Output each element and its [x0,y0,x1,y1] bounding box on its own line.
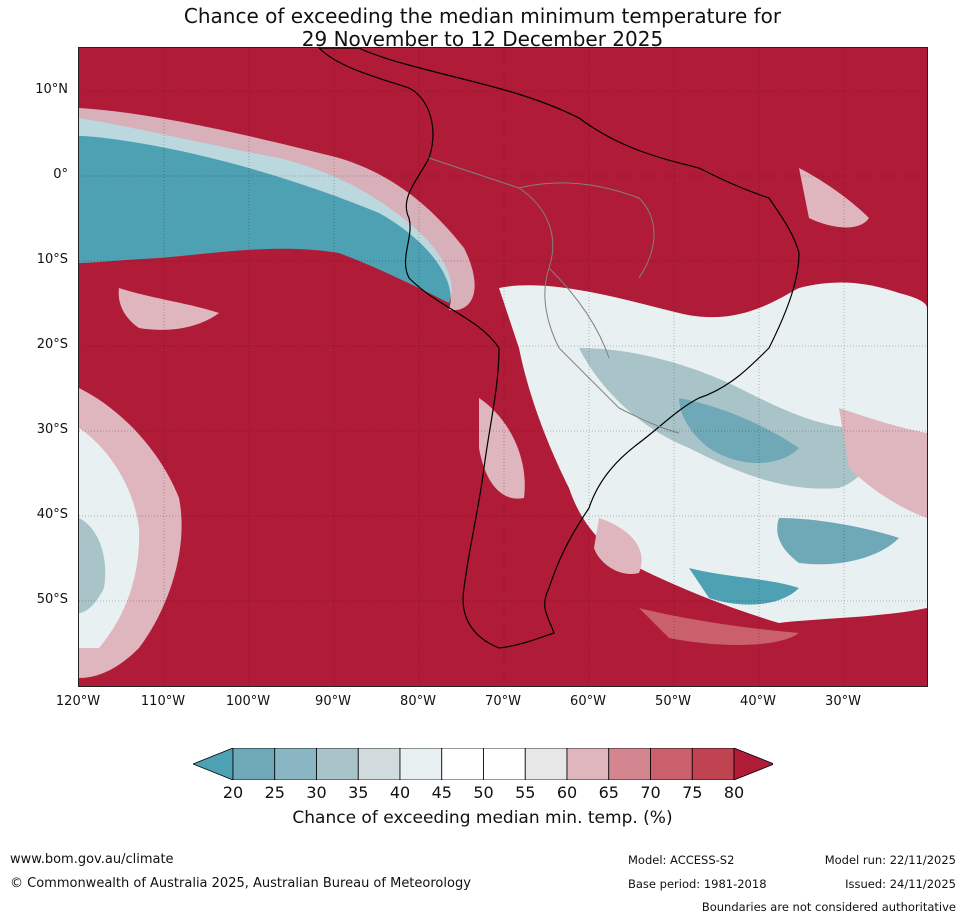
colorbar-tick-label: 65 [598,783,619,802]
copyright-text: © Commonwealth of Australia 2025, Austra… [10,876,471,891]
colorbar-swatch [608,747,651,781]
southeast-cooler-region [679,398,799,463]
lon-label-30w: 30°W [825,694,861,709]
pacific-warm-patch [118,288,219,330]
colorbar-swatch [691,747,735,781]
colorbar-swatch [274,747,317,781]
colorbar-swatch [650,747,693,781]
title-line-1: Chance of exceeding the median minimum t… [183,4,782,28]
country-border-2 [518,182,655,279]
title-line-2: 29 November to 12 December 2025 [301,27,664,51]
colorbar-tick-label: 45 [431,783,452,802]
colorbar-swatch [566,747,610,781]
colorbar-tick-label: 80 [723,783,745,802]
south-america-coastline [318,48,800,649]
colorbar-tick-label: 25 [264,783,285,802]
lon-label-60w: 60°W [570,694,606,709]
pacific-cool-region [79,118,452,303]
east-atlantic-warm [839,408,927,518]
brazil-warm-patch [799,168,869,228]
country-border-4 [548,267,610,359]
base-period-text: Base period: 1981-2018 [628,877,767,891]
lat-label-50s: 50°S [36,592,68,607]
colorbar-below-20-arrow [191,747,234,781]
south-atlantic-cool [777,518,899,565]
lat-label-30s: 30°S [36,422,68,437]
colorbar-swatch [441,747,484,781]
colorbar-swatch [232,747,276,781]
lat-label-10s: 10°S [36,252,68,267]
lon-label-100w: 100°W [225,694,271,709]
colorbar-tick-label: 40 [389,783,411,802]
model-run-text: Model run: 22/11/2025 [824,853,956,867]
graticule [79,48,927,686]
lat-label-0: 0° [53,167,68,182]
lat-label-20s: 20°S [36,337,68,352]
sw-pacific-cool [79,518,106,613]
southern-warm-band [639,608,799,645]
colorbar-swatch [316,747,359,781]
probability-map [79,48,927,686]
lon-label-70w: 70°W [485,694,521,709]
colorbar-tick-label: 35 [348,783,369,802]
colorbar-swatch [524,747,568,781]
lon-label-120w: 120°W [55,694,101,709]
lon-label-50w: 50°W [655,694,691,709]
colorbar [191,747,776,784]
colorbar-tick-label: 50 [473,783,494,802]
colorbar-tick-label: 30 [306,783,327,802]
lon-label-110w: 110°W [140,694,186,709]
colorbar-tick-label: 75 [682,783,703,802]
map-title: Chance of exceeding the median minimum t… [0,5,965,51]
issued-text: Issued: 24/11/2025 [845,877,956,891]
colorbar-label: Chance of exceeding median min. temp. (%… [292,808,673,828]
colorbar-tick-label: 60 [556,783,578,802]
map-panel [78,47,928,687]
colorbar-swatch [483,747,526,781]
colorbar-tick-label: 55 [515,783,536,802]
lat-label-40s: 40°S [36,507,68,522]
model-text: Model: ACCESS-S2 [628,853,735,867]
colorbar-tick-label: 20 [222,783,244,802]
colorbar-swatch [357,747,401,781]
patagonia-warm [594,518,642,574]
country-border-1 [428,157,560,349]
colorbar-tick-label: 70 [640,783,661,802]
website-link[interactable]: www.bom.gov.au/climate [10,852,174,867]
lat-label-10n: 10°N [35,82,68,97]
country-border-3 [558,347,680,434]
colorbar-swatches [191,747,776,781]
lon-label-80w: 80°W [400,694,436,709]
south-atlantic-cooler [689,568,799,605]
pacific-boundary-band [79,108,475,311]
colorbar-above-80-arrow [733,747,776,781]
lon-label-40w: 40°W [740,694,776,709]
colorbar-swatch [399,747,443,781]
lon-label-90w: 90°W [315,694,351,709]
disclaimer-text: Boundaries are not considered authoritat… [701,900,956,914]
